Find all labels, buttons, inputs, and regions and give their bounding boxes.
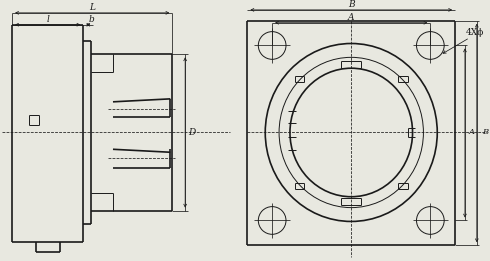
Text: 4Xϕ: 4Xϕ — [466, 28, 484, 37]
Text: L: L — [89, 3, 95, 13]
Text: A: A — [469, 128, 475, 137]
Text: B: B — [482, 128, 488, 137]
Text: A: A — [348, 13, 354, 22]
Text: l: l — [46, 15, 49, 24]
Text: B: B — [348, 1, 355, 9]
Text: D: D — [189, 128, 196, 137]
Text: b: b — [88, 15, 94, 24]
